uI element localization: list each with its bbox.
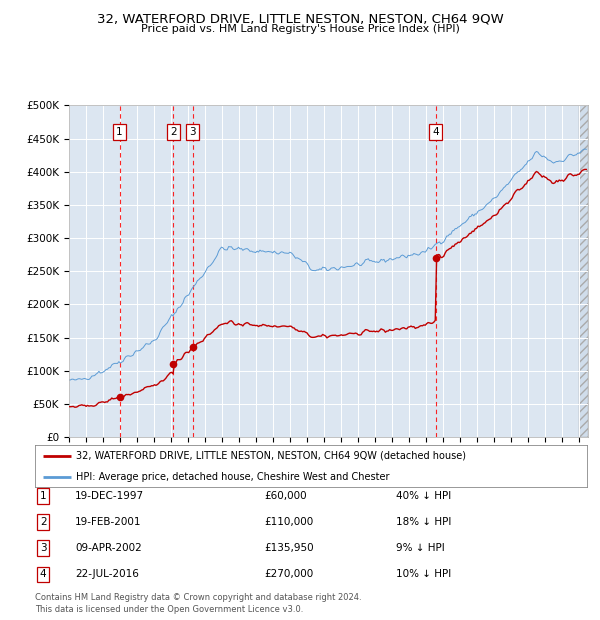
Text: £60,000: £60,000 [264,491,307,501]
Text: 18% ↓ HPI: 18% ↓ HPI [396,517,451,527]
Text: £110,000: £110,000 [264,517,313,527]
Text: 09-APR-2002: 09-APR-2002 [75,543,142,553]
Text: HPI: Average price, detached house, Cheshire West and Chester: HPI: Average price, detached house, Ches… [76,472,390,482]
Bar [580,105,588,437]
Text: 3: 3 [40,543,47,553]
Text: Price paid vs. HM Land Registry's House Price Index (HPI): Price paid vs. HM Land Registry's House … [140,24,460,33]
Bar [580,105,588,437]
Text: 1: 1 [116,127,123,137]
Text: £270,000: £270,000 [264,569,313,579]
Text: 32, WATERFORD DRIVE, LITTLE NESTON, NESTON, CH64 9QW: 32, WATERFORD DRIVE, LITTLE NESTON, NEST… [97,12,503,25]
Text: 10% ↓ HPI: 10% ↓ HPI [396,569,451,579]
Text: £135,950: £135,950 [264,543,314,553]
Text: 22-JUL-2016: 22-JUL-2016 [75,569,139,579]
Text: 2: 2 [40,517,47,527]
Text: 4: 4 [40,569,47,579]
Text: 1: 1 [40,491,47,501]
Text: 3: 3 [190,127,196,137]
Text: 4: 4 [433,127,439,137]
Text: 19-FEB-2001: 19-FEB-2001 [75,517,142,527]
Text: Contains HM Land Registry data © Crown copyright and database right 2024.
This d: Contains HM Land Registry data © Crown c… [35,593,361,614]
Text: 40% ↓ HPI: 40% ↓ HPI [396,491,451,501]
Text: 2: 2 [170,127,176,137]
Text: 19-DEC-1997: 19-DEC-1997 [75,491,144,501]
Text: 9% ↓ HPI: 9% ↓ HPI [396,543,445,553]
Text: 32, WATERFORD DRIVE, LITTLE NESTON, NESTON, CH64 9QW (detached house): 32, WATERFORD DRIVE, LITTLE NESTON, NEST… [76,451,466,461]
